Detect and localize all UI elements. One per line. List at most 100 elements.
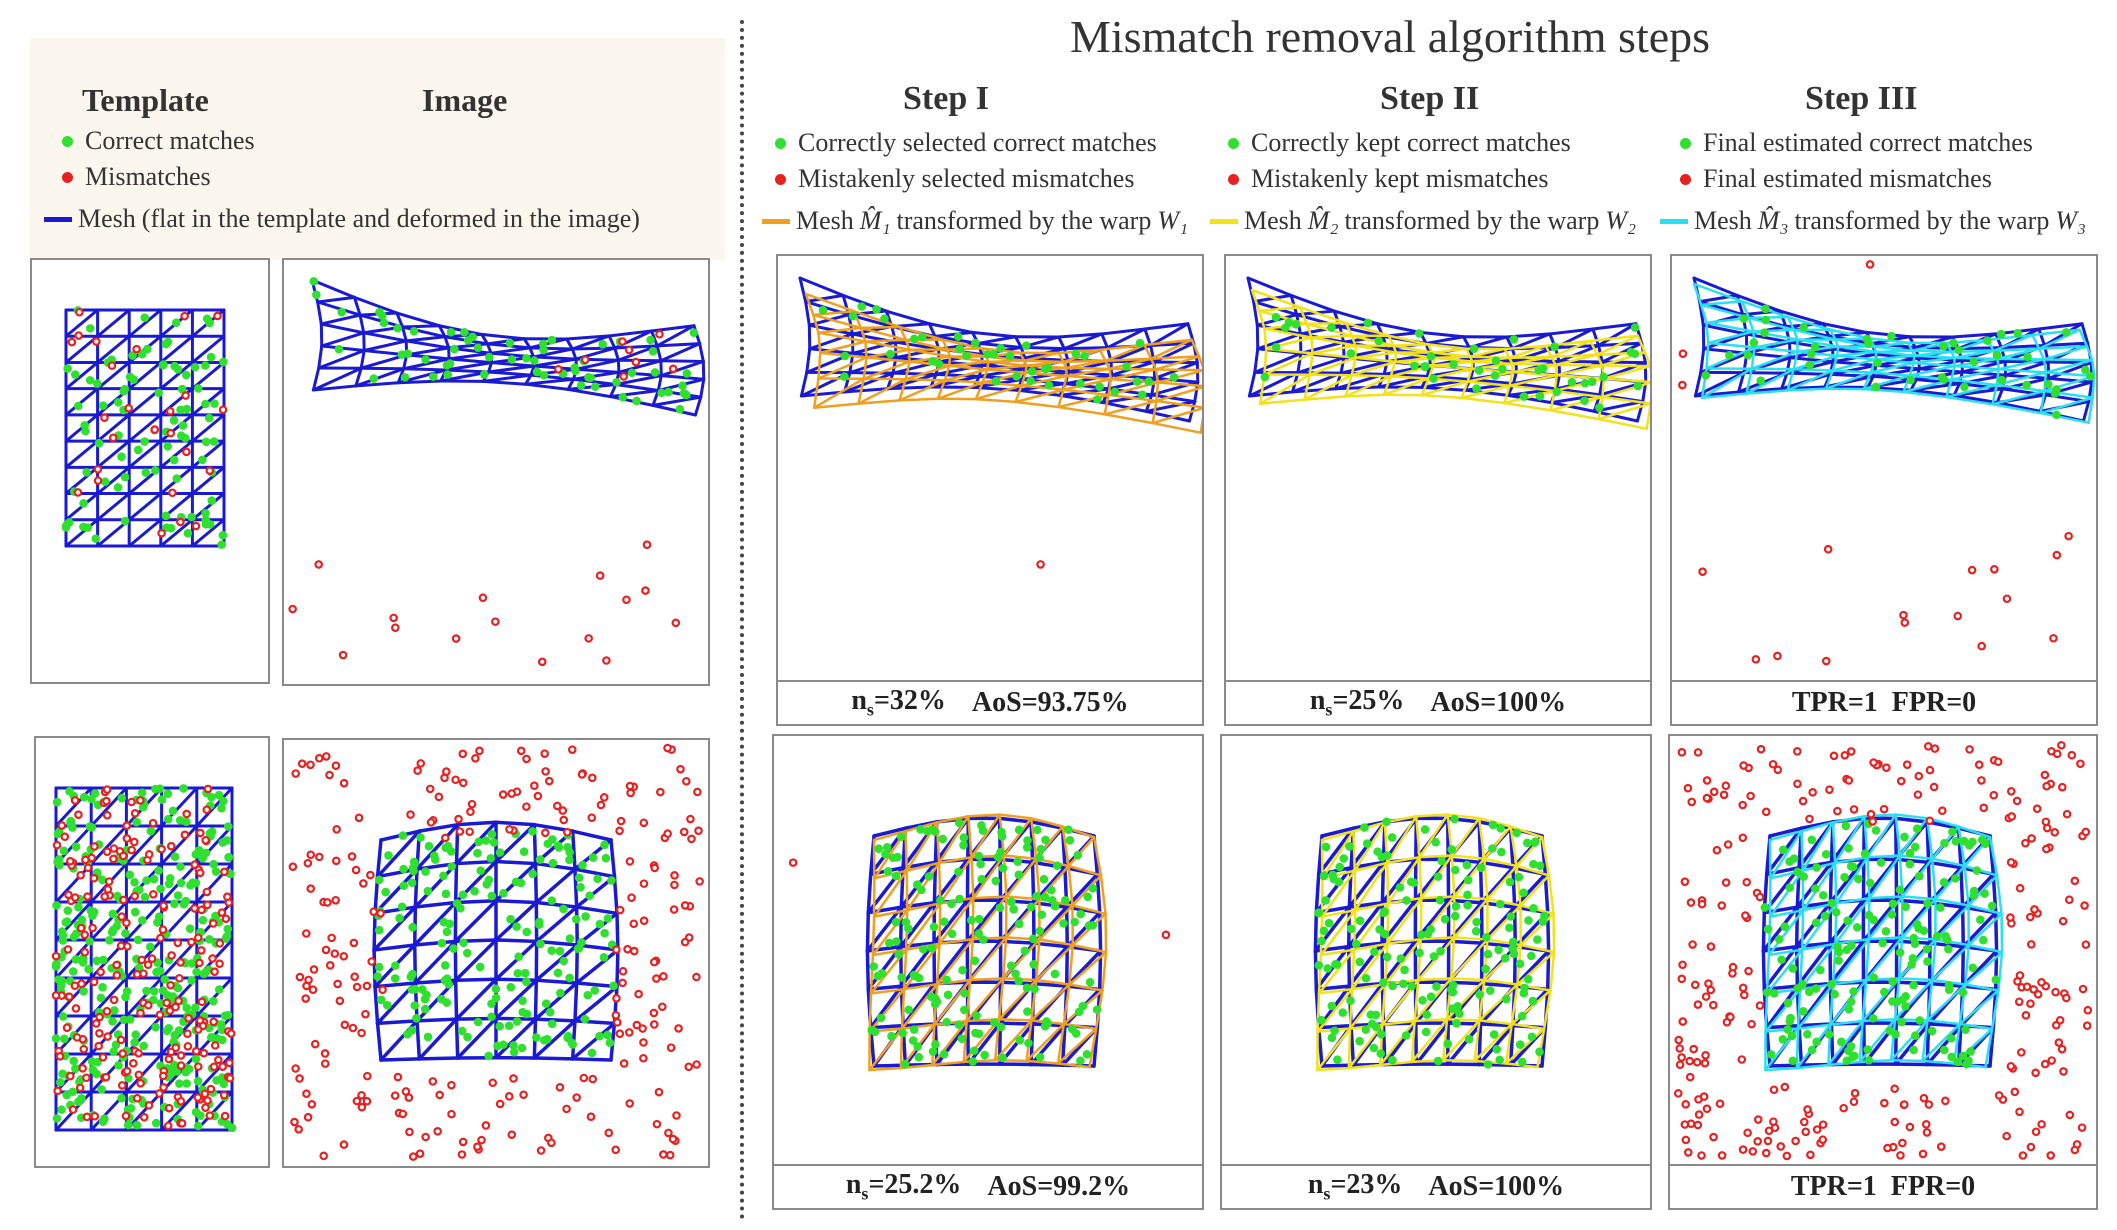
mismatch-point — [1865, 260, 1875, 269]
mismatch-point — [331, 761, 341, 770]
correct-point — [219, 796, 228, 806]
mesh-edge — [405, 346, 451, 357]
mismatch-point — [654, 1087, 664, 1097]
mismatch-point — [124, 403, 134, 413]
correct-point — [138, 802, 148, 812]
correct-point — [429, 851, 439, 861]
mesh-edge — [417, 1056, 460, 1061]
mesh-edge — [1296, 356, 1346, 375]
correct-point — [185, 924, 195, 933]
mismatch-point — [304, 975, 313, 985]
correct-point — [1026, 902, 1036, 912]
correct-point — [187, 512, 196, 522]
mesh-edge — [1511, 370, 1558, 377]
mesh-edge — [1898, 977, 1934, 982]
mesh-edge — [395, 311, 405, 329]
correct-point — [1514, 872, 1524, 882]
correct-point — [553, 968, 563, 978]
mismatch-point — [454, 814, 463, 824]
mismatch-point — [1685, 1072, 1695, 1082]
correct-point — [53, 829, 63, 839]
mesh-edge — [1996, 347, 2041, 361]
mesh-edge — [1988, 1025, 1996, 1068]
mismatch-point — [1677, 748, 1687, 757]
mesh-edge — [1834, 855, 1869, 905]
mismatch-point — [1739, 990, 1749, 1000]
correct-point — [1799, 872, 1809, 881]
mismatch-point — [201, 835, 210, 845]
mismatch-point — [1689, 1044, 1699, 1054]
correct-point — [1515, 1040, 1525, 1049]
mesh-edge — [1151, 407, 1202, 425]
mesh-edge — [1764, 992, 1769, 1033]
correct-point — [1937, 373, 1947, 382]
correct-point — [153, 958, 162, 967]
mismatch-point — [335, 996, 345, 1006]
mismatch-point — [1755, 1001, 1765, 1010]
correct-point — [1552, 387, 1562, 397]
mesh-edge — [798, 276, 845, 297]
mismatch-point — [139, 1112, 149, 1122]
correct-point — [1407, 981, 1416, 991]
correct-point — [509, 1047, 519, 1057]
mesh-edge — [437, 324, 447, 339]
mismatch-point — [679, 827, 689, 837]
mismatch-point — [71, 1004, 81, 1013]
mesh-edge — [1912, 361, 1956, 368]
mesh-edge — [655, 342, 702, 348]
mismatch-point — [1990, 564, 1999, 574]
correct-point — [514, 952, 524, 961]
correct-point — [117, 1093, 126, 1103]
mesh-edge — [573, 981, 579, 1023]
mesh-edge — [2037, 328, 2082, 350]
mesh-edge — [402, 367, 448, 372]
mismatch-point — [638, 1024, 647, 1033]
mesh-edge — [453, 899, 498, 944]
correct-point — [504, 1021, 514, 1031]
mismatch-point — [1965, 745, 1974, 754]
mesh-edge — [1833, 861, 1838, 905]
mesh-edge — [1693, 370, 1703, 398]
correct-point — [58, 930, 68, 940]
mesh-edge — [1931, 943, 1970, 982]
mesh-edge — [570, 347, 578, 361]
correct-point — [1435, 895, 1445, 905]
mismatch-point — [641, 586, 650, 595]
correct-point — [337, 307, 347, 317]
mesh-edge — [1503, 389, 1556, 405]
mismatch-point — [1846, 747, 1856, 756]
mesh-edge — [868, 984, 904, 1030]
correct-point — [423, 1032, 433, 1042]
correct-point — [1437, 856, 1446, 866]
correct-point — [571, 366, 580, 376]
step-1-legend-mismatch: Mistakenly selected mismatches — [775, 164, 1134, 194]
mesh-edge — [444, 361, 494, 372]
mesh-edge — [528, 346, 574, 351]
correct-point — [942, 1017, 951, 1027]
correct-point — [1831, 907, 1841, 917]
mismatch-point — [202, 805, 212, 815]
mesh-edge — [1468, 367, 1475, 382]
mesh-figure — [1313, 813, 1556, 1072]
correct-point — [1915, 1016, 1925, 1025]
correct-point — [137, 788, 147, 798]
mismatch-point — [541, 828, 550, 838]
mesh-edge — [1764, 1023, 1801, 1030]
mesh-edge — [1339, 356, 1346, 375]
correct-point — [1421, 1027, 1431, 1037]
cyan-line-icon — [1660, 218, 1688, 224]
correct-point — [1475, 990, 1484, 999]
mesh-edge — [379, 1057, 422, 1062]
mesh-edge — [1795, 1027, 1800, 1070]
mismatch-point — [541, 767, 550, 776]
mesh-edge — [935, 978, 972, 986]
correct-point — [1044, 380, 1054, 390]
mismatch-point — [217, 908, 227, 917]
blue-line-icon — [44, 216, 72, 222]
correct-point — [192, 967, 201, 977]
correct-point — [1863, 1045, 1872, 1054]
mesh-edge — [2037, 347, 2046, 361]
mesh-edge — [1057, 388, 1065, 409]
correct-point — [1339, 854, 1349, 863]
mismatch-point — [680, 901, 690, 910]
